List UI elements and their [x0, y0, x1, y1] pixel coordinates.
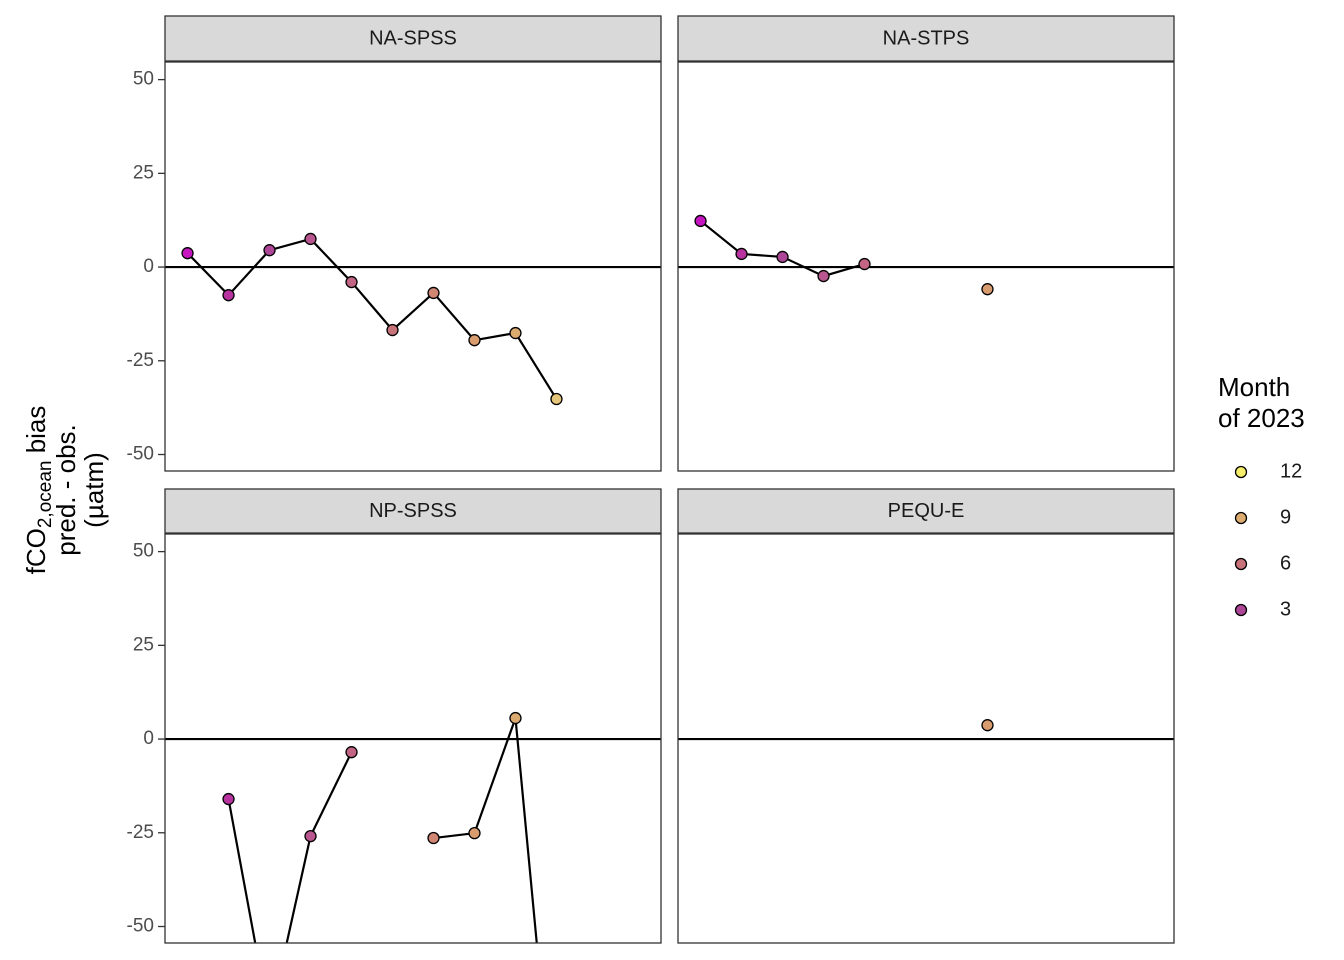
panel — [678, 719, 1174, 741]
point — [222, 289, 235, 302]
y-tick-label: -50 — [127, 444, 154, 465]
point — [427, 831, 440, 845]
point — [345, 746, 358, 759]
point — [735, 247, 748, 261]
line — [227, 717, 538, 943]
point — [263, 244, 276, 257]
point — [550, 392, 563, 406]
point — [386, 323, 399, 337]
legend-key — [1234, 511, 1248, 525]
point — [222, 792, 235, 806]
panel — [678, 214, 1174, 296]
y-label-subscript: 2,ocean — [35, 461, 56, 529]
panel — [165, 232, 661, 406]
legend-label: 3 — [1280, 598, 1291, 620]
panel-border — [677, 61, 1175, 472]
point — [181, 247, 194, 260]
legend-label: 12 — [1280, 460, 1302, 482]
strip-label: PEQU-E — [888, 500, 965, 522]
point — [817, 269, 830, 283]
legend-title: Month — [1218, 372, 1290, 402]
y-tick-label: -25 — [127, 350, 154, 371]
y-tick-label: 50 — [133, 541, 154, 562]
point — [304, 830, 317, 843]
y-tick-label: 50 — [133, 69, 154, 90]
strip — [677, 488, 1175, 534]
point — [427, 286, 440, 300]
strip — [164, 15, 662, 62]
y-tick-label: 25 — [133, 634, 154, 655]
y-label-part: bias — [21, 406, 51, 461]
y-axis-label: fCO2,ocean bias — [21, 406, 56, 575]
point — [981, 719, 994, 732]
legend-key — [1234, 465, 1248, 479]
panel-border — [164, 533, 662, 944]
panel-border — [677, 533, 1175, 944]
strip — [677, 15, 1175, 62]
y-label-part: fCO — [21, 528, 51, 574]
legend-title: of 2023 — [1218, 403, 1305, 433]
point — [468, 334, 481, 347]
point — [981, 283, 994, 296]
point — [509, 326, 522, 340]
point — [468, 827, 481, 840]
y-tick-label: -50 — [127, 916, 154, 937]
y-axis-label: (µatm) — [79, 452, 109, 528]
strip-label: NA-STPS — [883, 27, 970, 49]
point — [304, 232, 317, 246]
panel-border — [164, 61, 662, 472]
y-tick-label: 0 — [143, 728, 154, 749]
y-axis-label: pred. - obs. — [51, 424, 81, 556]
y-tick-label: 0 — [143, 256, 154, 277]
strip — [164, 488, 662, 534]
line — [186, 237, 558, 400]
panel — [165, 711, 661, 943]
point — [776, 250, 789, 264]
legend-key — [1234, 557, 1248, 571]
y-tick-label: -25 — [127, 822, 154, 843]
point — [345, 275, 358, 289]
strip-label: NP-SPSS — [369, 500, 457, 522]
legend-label: 9 — [1280, 506, 1291, 528]
strip-label: NA-SPSS — [369, 27, 457, 49]
legend-label: 6 — [1280, 552, 1291, 574]
point — [694, 214, 707, 228]
point — [858, 257, 871, 271]
y-tick-label: 25 — [133, 162, 154, 183]
point — [509, 711, 522, 725]
legend-key — [1234, 603, 1248, 617]
